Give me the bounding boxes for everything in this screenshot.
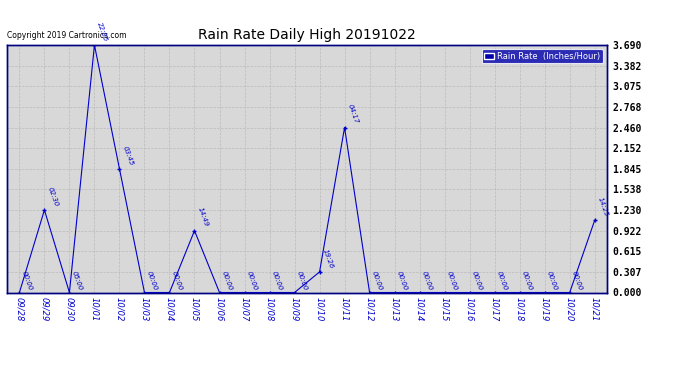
Text: 00:00: 00:00 xyxy=(521,270,533,291)
Text: 02:30: 02:30 xyxy=(46,186,59,207)
Text: 00:00: 00:00 xyxy=(571,270,584,291)
Legend: Rain Rate  (Inches/Hour): Rain Rate (Inches/Hour) xyxy=(482,49,603,63)
Text: 00:00: 00:00 xyxy=(496,270,509,291)
Text: 00:00: 00:00 xyxy=(21,270,33,291)
Text: 00:00: 00:00 xyxy=(146,270,158,291)
Title: Rain Rate Daily High 20191022: Rain Rate Daily High 20191022 xyxy=(198,28,416,42)
Text: 14:49: 14:49 xyxy=(197,207,209,228)
Text: Copyright 2019 Cartronics.com: Copyright 2019 Cartronics.com xyxy=(7,31,126,40)
Text: 14:25: 14:25 xyxy=(597,196,609,217)
Text: 00:00: 00:00 xyxy=(221,270,233,291)
Text: 19:26: 19:26 xyxy=(322,248,334,269)
Text: 00:00: 00:00 xyxy=(396,270,408,291)
Text: 00:00: 00:00 xyxy=(471,270,484,291)
Text: 00:00: 00:00 xyxy=(270,270,284,291)
Text: 00:00: 00:00 xyxy=(421,270,433,291)
Text: 05:00: 05:00 xyxy=(70,270,83,291)
Text: 00:00: 00:00 xyxy=(446,270,458,291)
Text: 00:00: 00:00 xyxy=(371,270,384,291)
Text: 04:17: 04:17 xyxy=(346,104,359,125)
Text: 00:00: 00:00 xyxy=(546,270,558,291)
Text: 00:00: 00:00 xyxy=(170,270,184,291)
Text: 22:05: 22:05 xyxy=(97,21,109,42)
Text: 03:45: 03:45 xyxy=(121,145,134,166)
Text: 00:00: 00:00 xyxy=(296,270,308,291)
Text: 00:00: 00:00 xyxy=(246,270,258,291)
